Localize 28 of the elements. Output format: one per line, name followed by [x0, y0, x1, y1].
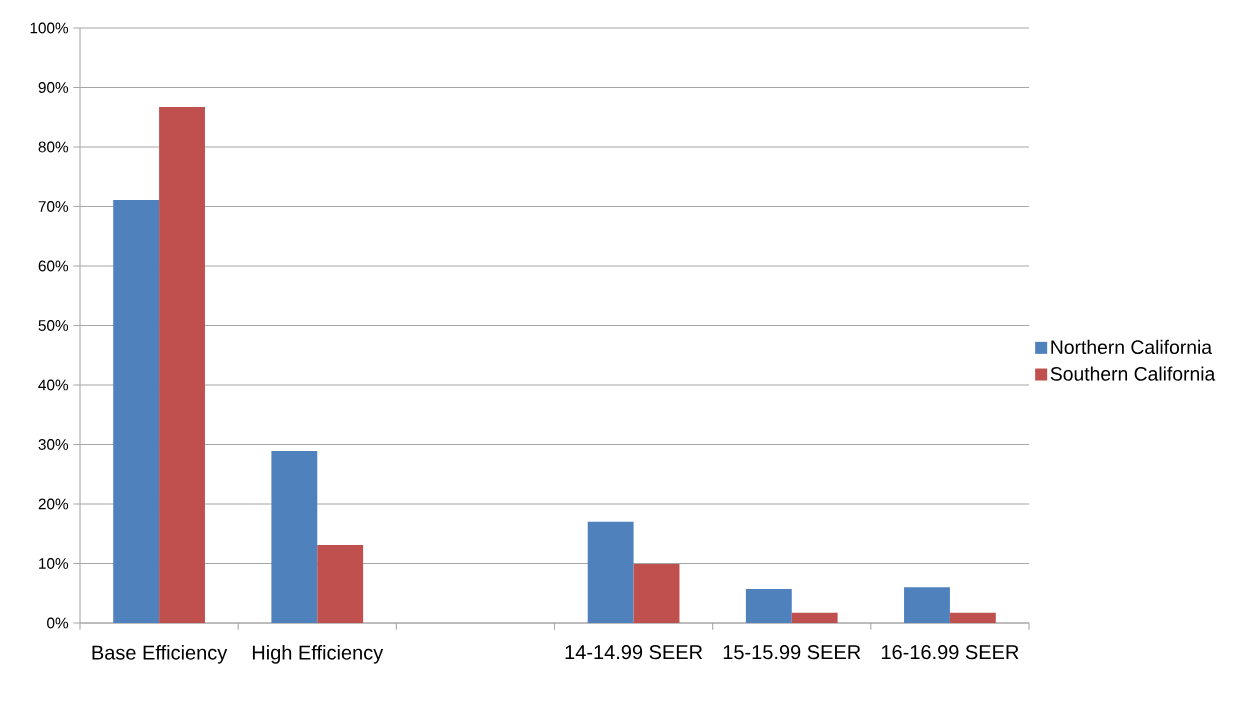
y-tick-label: 10%: [39, 558, 69, 569]
bar: [113, 199, 160, 623]
y-tick-label: 100%: [30, 22, 69, 34]
bar: [633, 564, 680, 623]
y-tick-label: 20%: [38, 498, 69, 510]
x-tick-label: Base Efficiency: [92, 645, 228, 664]
bar: [745, 589, 792, 623]
x-tick-label: 15-15.99 SEER: [723, 645, 861, 660]
y-tick-label: 90%: [38, 82, 69, 93]
legend-label: Northern California: [1051, 339, 1213, 355]
bar: [587, 521, 634, 623]
y-tick-label: 30%: [38, 439, 69, 450]
bar: [159, 107, 205, 623]
bar: [904, 587, 950, 623]
bar: [271, 451, 318, 623]
y-tick-label: 50%: [38, 320, 69, 331]
x-tick-label: High Efficiency: [252, 645, 384, 664]
bar: [791, 612, 838, 623]
bar: [317, 545, 364, 623]
legend-label: Southern California: [1050, 366, 1216, 381]
y-tick-label: 0%: [47, 617, 69, 629]
bar: [949, 612, 996, 623]
y-tick-label: 70%: [38, 201, 69, 212]
x-tick-label: 16-16.99 SEER: [881, 645, 1019, 660]
y-tick-label: 60%: [38, 260, 69, 272]
x-tick-label: 14-14.99 SEER: [565, 645, 703, 660]
y-tick-label: 80%: [38, 141, 69, 153]
y-tick-label: 40%: [38, 379, 69, 391]
